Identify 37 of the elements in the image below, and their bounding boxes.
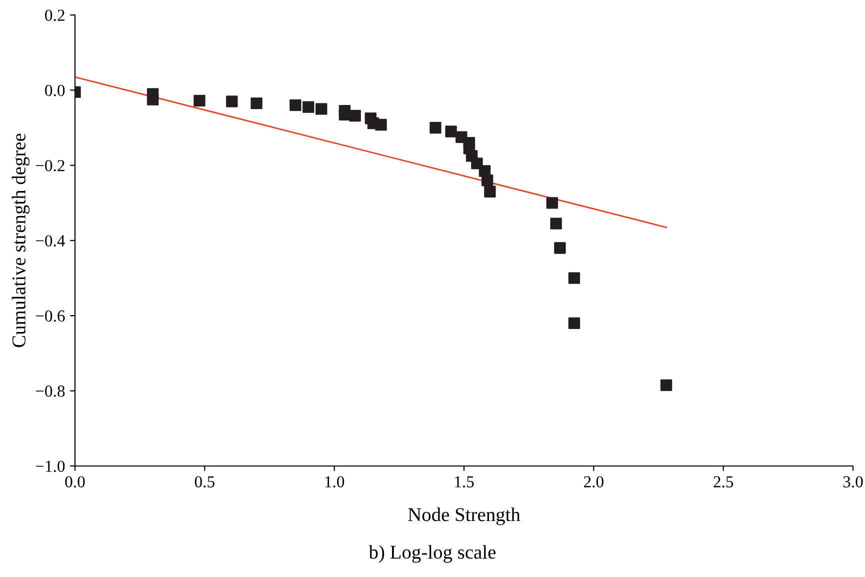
point	[375, 118, 387, 131]
text: b) Log-log scale	[368, 545, 496, 563]
y-tick-label: −0.4	[36, 235, 66, 247]
point	[660, 379, 672, 392]
point	[349, 110, 361, 122]
point	[194, 94, 206, 107]
x-axis-title: Node Strength	[408, 508, 520, 526]
y-tick-label: −0.2	[36, 160, 64, 172]
point	[302, 101, 314, 113]
x-tick-label: 2.0	[584, 476, 604, 488]
y-tick-label: −1.0	[36, 460, 65, 472]
point	[316, 103, 328, 115]
y-tick-label: −0.6	[36, 310, 65, 322]
point	[146, 94, 159, 106]
x-tick-label: 3.0	[843, 476, 863, 488]
point	[554, 242, 566, 254]
point	[250, 97, 262, 110]
x-tick-label: 0.0	[65, 476, 85, 488]
point	[568, 317, 580, 330]
y-tick-label: 0.0	[45, 84, 65, 96]
y-tick-label: 0.2	[45, 10, 64, 22]
point	[568, 272, 580, 284]
point	[471, 158, 483, 170]
point	[445, 126, 457, 138]
x-tick-label: 1.0	[325, 476, 344, 488]
point	[290, 99, 302, 112]
point	[430, 122, 442, 134]
y-axis-title: Cumulative strength degree	[12, 134, 30, 348]
x-tick-label: 0.5	[194, 476, 214, 488]
point	[481, 174, 494, 186]
x-tick-label: 2.5	[714, 476, 734, 488]
point	[550, 218, 562, 230]
point	[484, 186, 496, 198]
point	[226, 96, 238, 108]
point	[546, 197, 558, 209]
x-tick-label: 1.5	[455, 476, 474, 488]
y-tick-label: −0.8	[36, 386, 65, 397]
